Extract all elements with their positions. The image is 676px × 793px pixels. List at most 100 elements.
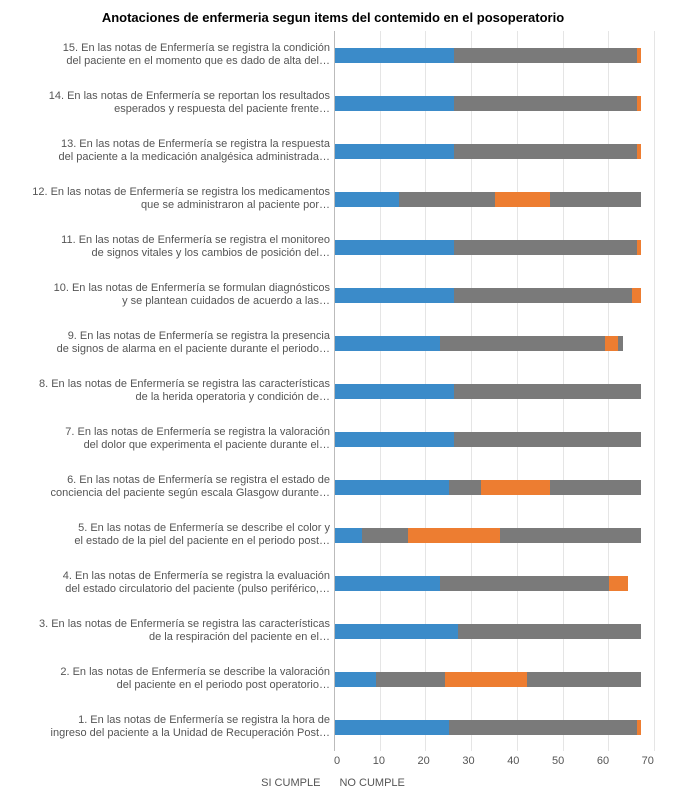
legend-item-si: SI CUMPLE bbox=[261, 777, 320, 789]
bar-segment-gray bbox=[527, 672, 641, 687]
y-axis-label: 10. En las notas de Enfermería se formul… bbox=[10, 271, 330, 319]
bar-row bbox=[335, 703, 655, 751]
bar-segment-blue bbox=[335, 720, 449, 735]
bar-segment-gray bbox=[454, 48, 637, 63]
bar-row bbox=[335, 223, 655, 271]
bar-row bbox=[335, 559, 655, 607]
bar-segment-orange bbox=[637, 144, 642, 159]
bar bbox=[335, 192, 655, 207]
bar-row bbox=[335, 463, 655, 511]
bar-segment-gray bbox=[618, 336, 623, 351]
bar-segment-gray bbox=[458, 624, 641, 639]
x-tick: 0 bbox=[334, 755, 340, 767]
bar-row bbox=[335, 127, 655, 175]
bar-segment-gray bbox=[454, 384, 641, 399]
bar-segment-blue bbox=[335, 48, 454, 63]
bar-segment-blue bbox=[335, 336, 440, 351]
bar bbox=[335, 720, 655, 735]
bar-segment-orange bbox=[637, 96, 642, 111]
y-axis-label: 15. En las notas de Enfermería se regist… bbox=[10, 31, 330, 79]
y-axis-label: 2. En las notas de Enfermería se describ… bbox=[10, 655, 330, 703]
bar-segment-blue bbox=[335, 576, 440, 591]
bar-segment-gray bbox=[440, 336, 605, 351]
bar-segment-orange bbox=[609, 576, 627, 591]
bar-segment-blue bbox=[335, 384, 454, 399]
bar-segment-gray bbox=[440, 576, 609, 591]
bar-segment-orange bbox=[481, 480, 550, 495]
bar-row bbox=[335, 511, 655, 559]
bar bbox=[335, 384, 655, 399]
bar bbox=[335, 48, 655, 63]
chart-title: Anotaciones de enfermeria segun items de… bbox=[10, 10, 656, 25]
bar-segment-blue bbox=[335, 432, 454, 447]
bar-segment-gray bbox=[500, 528, 642, 543]
y-axis-label: 6. En las notas de Enfermería se registr… bbox=[10, 463, 330, 511]
bar-segment-gray bbox=[550, 480, 641, 495]
bar-row bbox=[335, 271, 655, 319]
bar-segment-orange bbox=[632, 288, 641, 303]
x-tick: 20 bbox=[418, 755, 430, 767]
bar-segment-gray bbox=[454, 288, 632, 303]
bar-segment-blue bbox=[335, 240, 454, 255]
bar-segment-orange bbox=[637, 240, 642, 255]
bar-row bbox=[335, 79, 655, 127]
chart-container: Anotaciones de enfermeria segun items de… bbox=[0, 0, 676, 793]
bar-segment-gray bbox=[454, 144, 637, 159]
bar-segment-gray bbox=[376, 672, 445, 687]
bar bbox=[335, 240, 655, 255]
bar-segment-gray bbox=[449, 720, 636, 735]
bar-segment-gray bbox=[454, 96, 637, 111]
bar-segment-gray bbox=[550, 192, 641, 207]
bar-segment-blue bbox=[335, 480, 449, 495]
bar-segment-gray bbox=[399, 192, 495, 207]
bar-segment-blue bbox=[335, 288, 454, 303]
y-axis-label: 1. En las notas de Enfermería se registr… bbox=[10, 703, 330, 751]
y-axis-label: 8. En las notas de Enfermería se registr… bbox=[10, 367, 330, 415]
bar-segment-orange bbox=[408, 528, 499, 543]
y-axis-label: 12. En las notas de Enfermería se regist… bbox=[10, 175, 330, 223]
bar-row bbox=[335, 367, 655, 415]
bar-row bbox=[335, 415, 655, 463]
bar-segment-gray bbox=[449, 480, 481, 495]
legend: SI CUMPLE NO CUMPLE bbox=[10, 777, 656, 789]
x-tick: 60 bbox=[597, 755, 609, 767]
bar-row bbox=[335, 319, 655, 367]
bar bbox=[335, 528, 655, 543]
bar-segment-blue bbox=[335, 144, 454, 159]
bar bbox=[335, 144, 655, 159]
bar bbox=[335, 624, 655, 639]
bar bbox=[335, 96, 655, 111]
plot-area: 15. En las notas de Enfermería se regist… bbox=[10, 31, 656, 751]
bar-row bbox=[335, 655, 655, 703]
bar-segment-orange bbox=[495, 192, 550, 207]
y-axis-label: 5. En las notas de Enfermería se describ… bbox=[10, 511, 330, 559]
bar-segment-blue bbox=[335, 528, 362, 543]
bars-area bbox=[334, 31, 655, 751]
bar-row bbox=[335, 607, 655, 655]
x-axis: 010203040506070 bbox=[334, 755, 654, 767]
bar-segment-orange bbox=[445, 672, 527, 687]
x-tick: 70 bbox=[642, 755, 654, 767]
bar-rows bbox=[335, 31, 655, 751]
bar bbox=[335, 432, 655, 447]
y-axis-label: 14. En las notas de Enfermería se report… bbox=[10, 79, 330, 127]
bar-segment-orange bbox=[637, 720, 642, 735]
bar-segment-orange bbox=[605, 336, 619, 351]
y-axis-label: 4. En las notas de Enfermería se registr… bbox=[10, 559, 330, 607]
bar-segment-gray bbox=[454, 432, 641, 447]
bar-segment-blue bbox=[335, 672, 376, 687]
bar-segment-orange bbox=[637, 48, 642, 63]
bar-segment-blue bbox=[335, 192, 399, 207]
bar-segment-blue bbox=[335, 96, 454, 111]
y-axis: 15. En las notas de Enfermería se regist… bbox=[10, 31, 334, 751]
legend-item-no: NO CUMPLE bbox=[339, 777, 404, 789]
bar bbox=[335, 672, 655, 687]
x-tick: 10 bbox=[373, 755, 385, 767]
x-tick: 30 bbox=[462, 755, 474, 767]
y-axis-label: 7. En las notas de Enfermería se registr… bbox=[10, 415, 330, 463]
x-tick: 40 bbox=[507, 755, 519, 767]
bar bbox=[335, 288, 655, 303]
bar-segment-gray bbox=[362, 528, 408, 543]
y-axis-label: 3. En las notas de Enfermería se registr… bbox=[10, 607, 330, 655]
y-axis-label: 11. En las notas de Enfermería se regist… bbox=[10, 223, 330, 271]
